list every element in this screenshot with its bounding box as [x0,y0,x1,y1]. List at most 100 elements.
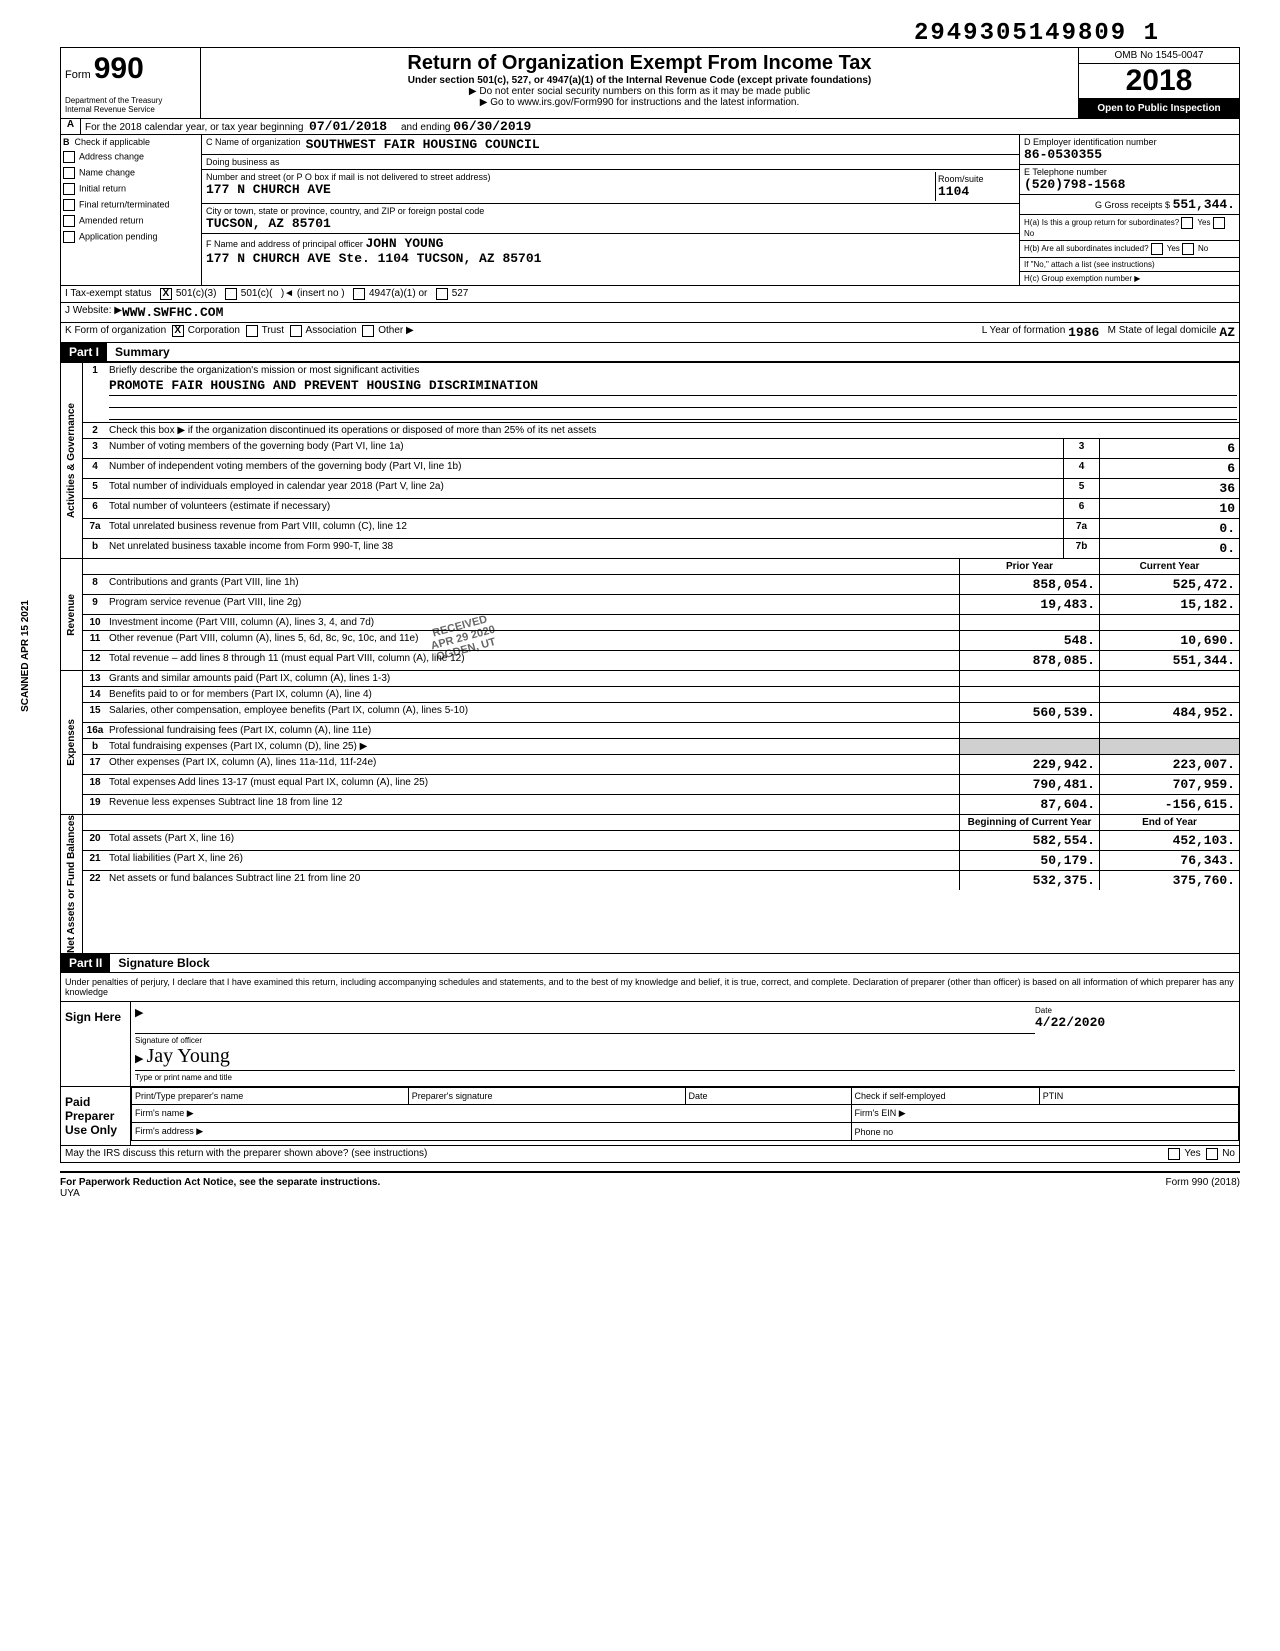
line-desc: Other revenue (Part VIII, column (A), li… [107,631,959,650]
check-address-change[interactable] [63,151,75,163]
room-label: Room/suite [938,174,1013,184]
501c-checkbox[interactable] [225,288,237,300]
tax-year: 2018 [1079,64,1239,99]
part1-title: Summary [107,343,178,361]
check-applicable-label: Check if applicable [75,137,151,147]
line-desc: Total number of volunteers (estimate if … [107,499,1063,518]
line-value: 6 [1099,439,1239,458]
opt-other: Other ▶ [378,325,413,340]
line-num: 20 [83,831,107,850]
line-desc: Revenue less expenses Subtract line 18 f… [107,795,959,814]
line2-num: 2 [83,423,107,438]
sign-here-label: Sign Here [61,1002,131,1086]
line-num: 4 [83,459,107,478]
side-revenue: Revenue [66,594,77,636]
check-initial-return[interactable] [63,183,75,195]
prep-name-label: Print/Type preparer's name [132,1088,409,1105]
assoc-checkbox[interactable] [290,325,302,337]
part1-header: Part I [61,343,107,361]
line-num: 16a [83,723,107,738]
ein-label: D Employer identification number [1024,137,1235,147]
prior-value [959,615,1099,630]
527-checkbox[interactable] [436,288,448,300]
line-num: 12 [83,651,107,670]
line-num: 18 [83,775,107,794]
prior-value: 560,539. [959,703,1099,722]
website-label: J Website: ▶ [65,305,122,320]
line-value: 10 [1099,499,1239,518]
current-value: 76,343. [1099,851,1239,870]
officer-name: JOHN YOUNG [365,236,443,251]
line-desc: Total fundraising expenses (Part IX, col… [107,739,959,754]
domicile-state: AZ [1219,325,1235,340]
current-value: 223,007. [1099,755,1239,774]
date-label: Date [1035,1006,1235,1015]
prior-value: 229,942. [959,755,1099,774]
side-expenses: Expenses [66,719,77,766]
prep-self-label: Check if self-employed [851,1088,1039,1105]
row-j: J Website: ▶ WWW.SWFHC.COM [60,303,1240,323]
row-i: I Tax-exempt status X501(c)(3) 501(c)( )… [60,286,1240,303]
check-amended-return[interactable] [63,215,75,227]
trust-checkbox[interactable] [246,325,258,337]
end-year-header: End of Year [1099,815,1239,830]
line-desc: Benefits paid to or for members (Part IX… [107,687,959,702]
dept-label: Department of the Treasury [65,96,196,105]
discuss-no-checkbox[interactable] [1206,1148,1218,1160]
yes-label: Yes [1184,1148,1200,1160]
city-label: City or town, state or province, country… [206,206,1015,216]
perjury-text: Under penalties of perjury, I declare th… [61,973,1239,1001]
check-final-return-terminated[interactable] [63,199,75,211]
signature-block: Under penalties of perjury, I declare th… [60,973,1240,1146]
line-box: 7b [1063,539,1099,558]
check-name-change[interactable] [63,167,75,179]
501c3-checkbox[interactable]: X [160,288,172,300]
current-value: 551,344. [1099,651,1239,670]
line-value: 36 [1099,479,1239,498]
org-name: SOUTHWEST FAIR HOUSING COUNCIL [306,137,540,152]
line-box: 4 [1063,459,1099,478]
opt-501c-insert: )◄ (insert no ) [281,288,345,300]
check-application-pending[interactable] [63,231,75,243]
line-box: 5 [1063,479,1099,498]
ssn-warning: ▶ Do not enter social security numbers o… [205,86,1074,97]
line2-text: Check this box ▶ if the organization dis… [107,423,1239,438]
tax-exempt-label: I Tax-exempt status [65,288,152,300]
other-checkbox[interactable] [362,325,374,337]
line-desc: Professional fundraising fees (Part IX, … [107,723,959,738]
line-desc: Contributions and grants (Part VIII, lin… [107,575,959,594]
current-value: 707,959. [1099,775,1239,794]
street-address: 177 N CHURCH AVE [206,182,935,197]
line-desc: Grants and similar amounts paid (Part IX… [107,671,959,686]
row-k: K Form of organization XCorporation Trus… [60,323,1240,343]
current-value: 452,103. [1099,831,1239,850]
4947-checkbox[interactable] [353,288,365,300]
line-num: 5 [83,479,107,498]
ptin-label: PTIN [1039,1088,1238,1105]
irs-label: Internal Revenue Service [65,105,196,114]
line-num: 17 [83,755,107,774]
corp-checkbox[interactable]: X [172,325,184,337]
current-value [1099,687,1239,702]
prior-value: 19,483. [959,595,1099,614]
line-num: b [83,539,107,558]
line-value: 0. [1099,519,1239,538]
current-value [1099,615,1239,630]
prior-value: 858,054. [959,575,1099,594]
website: WWW.SWFHC.COM [122,305,223,320]
discuss-yes-checkbox[interactable] [1168,1148,1180,1160]
sign-date: 4/22/2020 [1035,1015,1235,1030]
line-desc: Total unrelated business revenue from Pa… [107,519,1063,538]
opt-4947: 4947(a)(1) or [369,288,427,300]
mission-text: PROMOTE FAIR HOUSING AND PREVENT HOUSING… [109,376,1237,396]
current-value: 375,760. [1099,871,1239,890]
line1-num: 1 [83,363,107,422]
line-desc: Investment income (Part VIII, column (A)… [107,615,959,630]
opt-527: 527 [452,288,469,300]
side-netassets: Net Assets or Fund Balances [66,815,77,953]
prior-value: 50,179. [959,851,1099,870]
line-num: 6 [83,499,107,518]
prior-value [959,723,1099,738]
firm-addr-label: Firm's address ▶ [132,1123,852,1141]
officer-label: F Name and address of principal officer [206,239,363,249]
